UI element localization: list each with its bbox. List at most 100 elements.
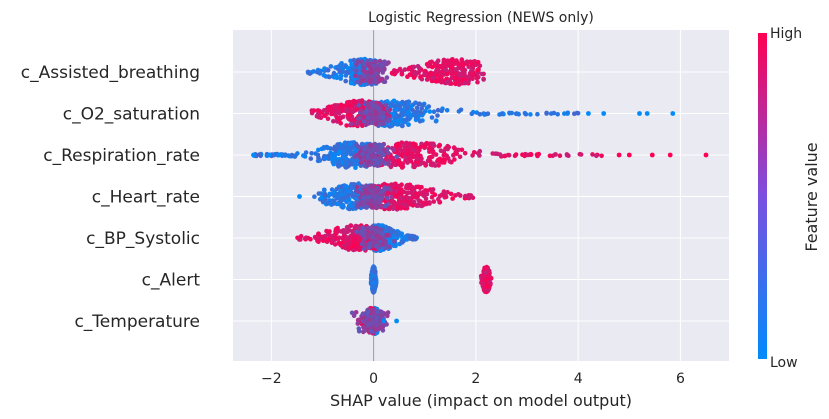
shap-point: [369, 230, 375, 235]
shap-point: [383, 224, 389, 230]
shap-point: [479, 71, 485, 77]
shap-point: [392, 238, 397, 244]
shap-point: [360, 315, 366, 320]
shap-point: [343, 73, 349, 78]
shap-point: [375, 318, 381, 324]
shap-point: [365, 153, 371, 158]
shap-point: [372, 284, 378, 290]
shap-point: [456, 192, 461, 197]
shap-point: [351, 244, 357, 249]
shap-outlier-point: [276, 152, 282, 158]
shap-point: [412, 164, 417, 170]
shap-point: [353, 165, 358, 170]
shap-point: [397, 190, 402, 196]
shap-outlier-point: [394, 318, 399, 324]
shap-point: [376, 150, 381, 155]
shap-point: [348, 80, 354, 86]
shap-point: [390, 206, 396, 211]
shap-point: [367, 147, 373, 153]
shap-point: [445, 71, 450, 77]
shap-point: [381, 152, 386, 158]
shap-point: [377, 58, 383, 64]
shap-point: [424, 77, 430, 82]
shap-point: [449, 81, 454, 86]
shap-point: [406, 122, 411, 127]
shap-point: [405, 190, 411, 196]
shap-point: [413, 100, 418, 106]
feature-label: c_Assisted_breathing: [21, 63, 200, 83]
shap-point: [354, 121, 360, 126]
shap-point: [347, 113, 352, 118]
shap-point: [427, 109, 433, 114]
shap-point: [368, 70, 374, 75]
shap-point: [351, 313, 357, 319]
shap-point: [398, 195, 403, 201]
shap-point: [457, 154, 463, 160]
shap-point: [338, 121, 344, 126]
shap-outlier-point: [616, 152, 622, 158]
shap-point: [403, 235, 408, 240]
feature-label: c_Respiration_rate: [43, 146, 200, 166]
shap-point: [414, 148, 419, 154]
shap-point: [481, 77, 486, 82]
shap-point: [344, 123, 349, 128]
shap-point: [371, 67, 377, 73]
feature-labels: c_Assisted_breathing c_O2_saturation c_Res…: [21, 63, 201, 332]
shap-point: [376, 234, 382, 239]
shap-point: [475, 59, 481, 65]
shap-point: [459, 147, 465, 153]
shap-point: [326, 193, 332, 199]
shap-outlier-point: [586, 111, 591, 116]
shap-point: [373, 78, 378, 83]
shap-point: [303, 150, 309, 155]
x-axis-label: SHAP value (impact on model output): [330, 391, 632, 410]
shap-point: [453, 67, 459, 72]
shap-point: [393, 231, 399, 236]
shap-point: [356, 103, 362, 108]
shap-point: [383, 241, 388, 247]
shap-point: [453, 150, 458, 156]
shap-point: [462, 80, 468, 86]
shap-point: [430, 64, 435, 70]
shap-point: [313, 151, 319, 156]
shap-point: [327, 74, 332, 80]
shap-point: [355, 321, 361, 326]
shap-point: [406, 110, 412, 116]
shap-point: [341, 154, 346, 159]
shap-point: [430, 149, 436, 154]
shap-point: [368, 198, 374, 204]
shap-point: [370, 103, 376, 108]
shap-point: [486, 276, 491, 281]
shap-point: [421, 189, 427, 195]
shap-point: [522, 153, 527, 159]
shap-point: [385, 185, 390, 191]
chart-title: Logistic Regression (NEWS only): [368, 10, 594, 26]
shap-point: [334, 108, 339, 114]
shap-point: [516, 111, 521, 117]
shap-point: [347, 141, 353, 147]
shap-point: [323, 155, 329, 161]
shap-point: [355, 79, 360, 85]
shap-point: [544, 111, 549, 116]
x-tick-label: 4: [574, 371, 583, 387]
shap-point: [411, 64, 417, 70]
shap-point: [326, 104, 332, 110]
shap-point: [327, 229, 332, 234]
shap-point: [427, 158, 433, 164]
shap-point: [386, 162, 391, 167]
shap-point: [353, 223, 359, 229]
shap-point: [365, 159, 370, 164]
shap-point: [386, 150, 391, 156]
shap-point: [442, 152, 447, 157]
shap-point: [565, 110, 571, 116]
shap-point: [551, 110, 557, 116]
shap-point: [439, 108, 444, 114]
shap-point: [431, 143, 437, 148]
shap-point: [445, 156, 451, 161]
shap-point: [368, 183, 374, 189]
shap-point: [325, 237, 330, 242]
shap-point: [406, 200, 412, 206]
shap-point: [470, 153, 475, 158]
shap-point: [599, 153, 604, 159]
